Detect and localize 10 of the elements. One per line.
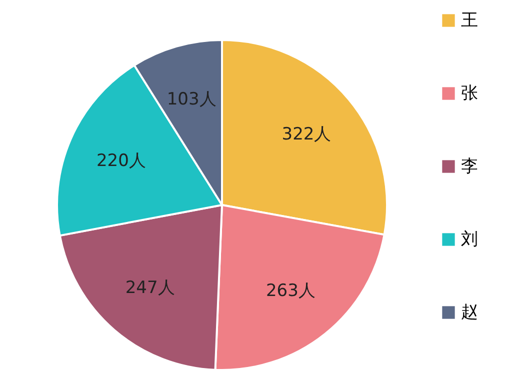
legend-label: 王 [461, 10, 478, 30]
legend-label: 赵 [461, 302, 478, 322]
legend-label: 刘 [461, 230, 478, 250]
data-label: 220人 [96, 150, 146, 171]
legend-label: 张 [461, 84, 478, 104]
legend-label: 李 [461, 156, 478, 176]
data-label: 322人 [282, 124, 332, 145]
data-label: 247人 [125, 278, 175, 298]
data-label: 103人 [166, 89, 216, 110]
data-label: 263人 [266, 280, 316, 301]
